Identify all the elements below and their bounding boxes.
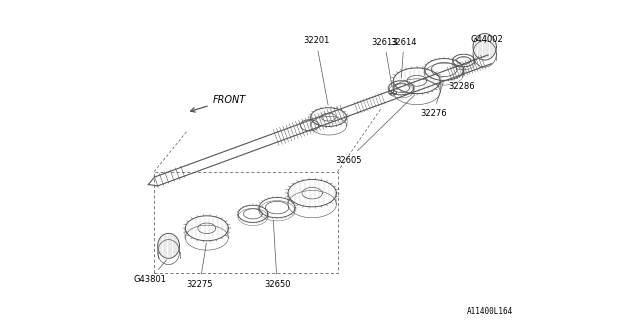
Text: G43801: G43801 bbox=[134, 260, 167, 284]
Text: 32613: 32613 bbox=[371, 38, 397, 87]
Text: 32605: 32605 bbox=[335, 95, 415, 164]
Text: 32286: 32286 bbox=[448, 69, 475, 91]
Text: 32275: 32275 bbox=[186, 243, 213, 289]
Text: 32650: 32650 bbox=[264, 220, 291, 289]
Text: 32276: 32276 bbox=[420, 83, 447, 118]
Text: G44002: G44002 bbox=[470, 35, 504, 44]
Text: 32614: 32614 bbox=[390, 38, 417, 78]
Text: 32201: 32201 bbox=[303, 36, 330, 105]
Text: FRONT: FRONT bbox=[191, 94, 246, 112]
Text: A11400L164: A11400L164 bbox=[467, 307, 513, 316]
